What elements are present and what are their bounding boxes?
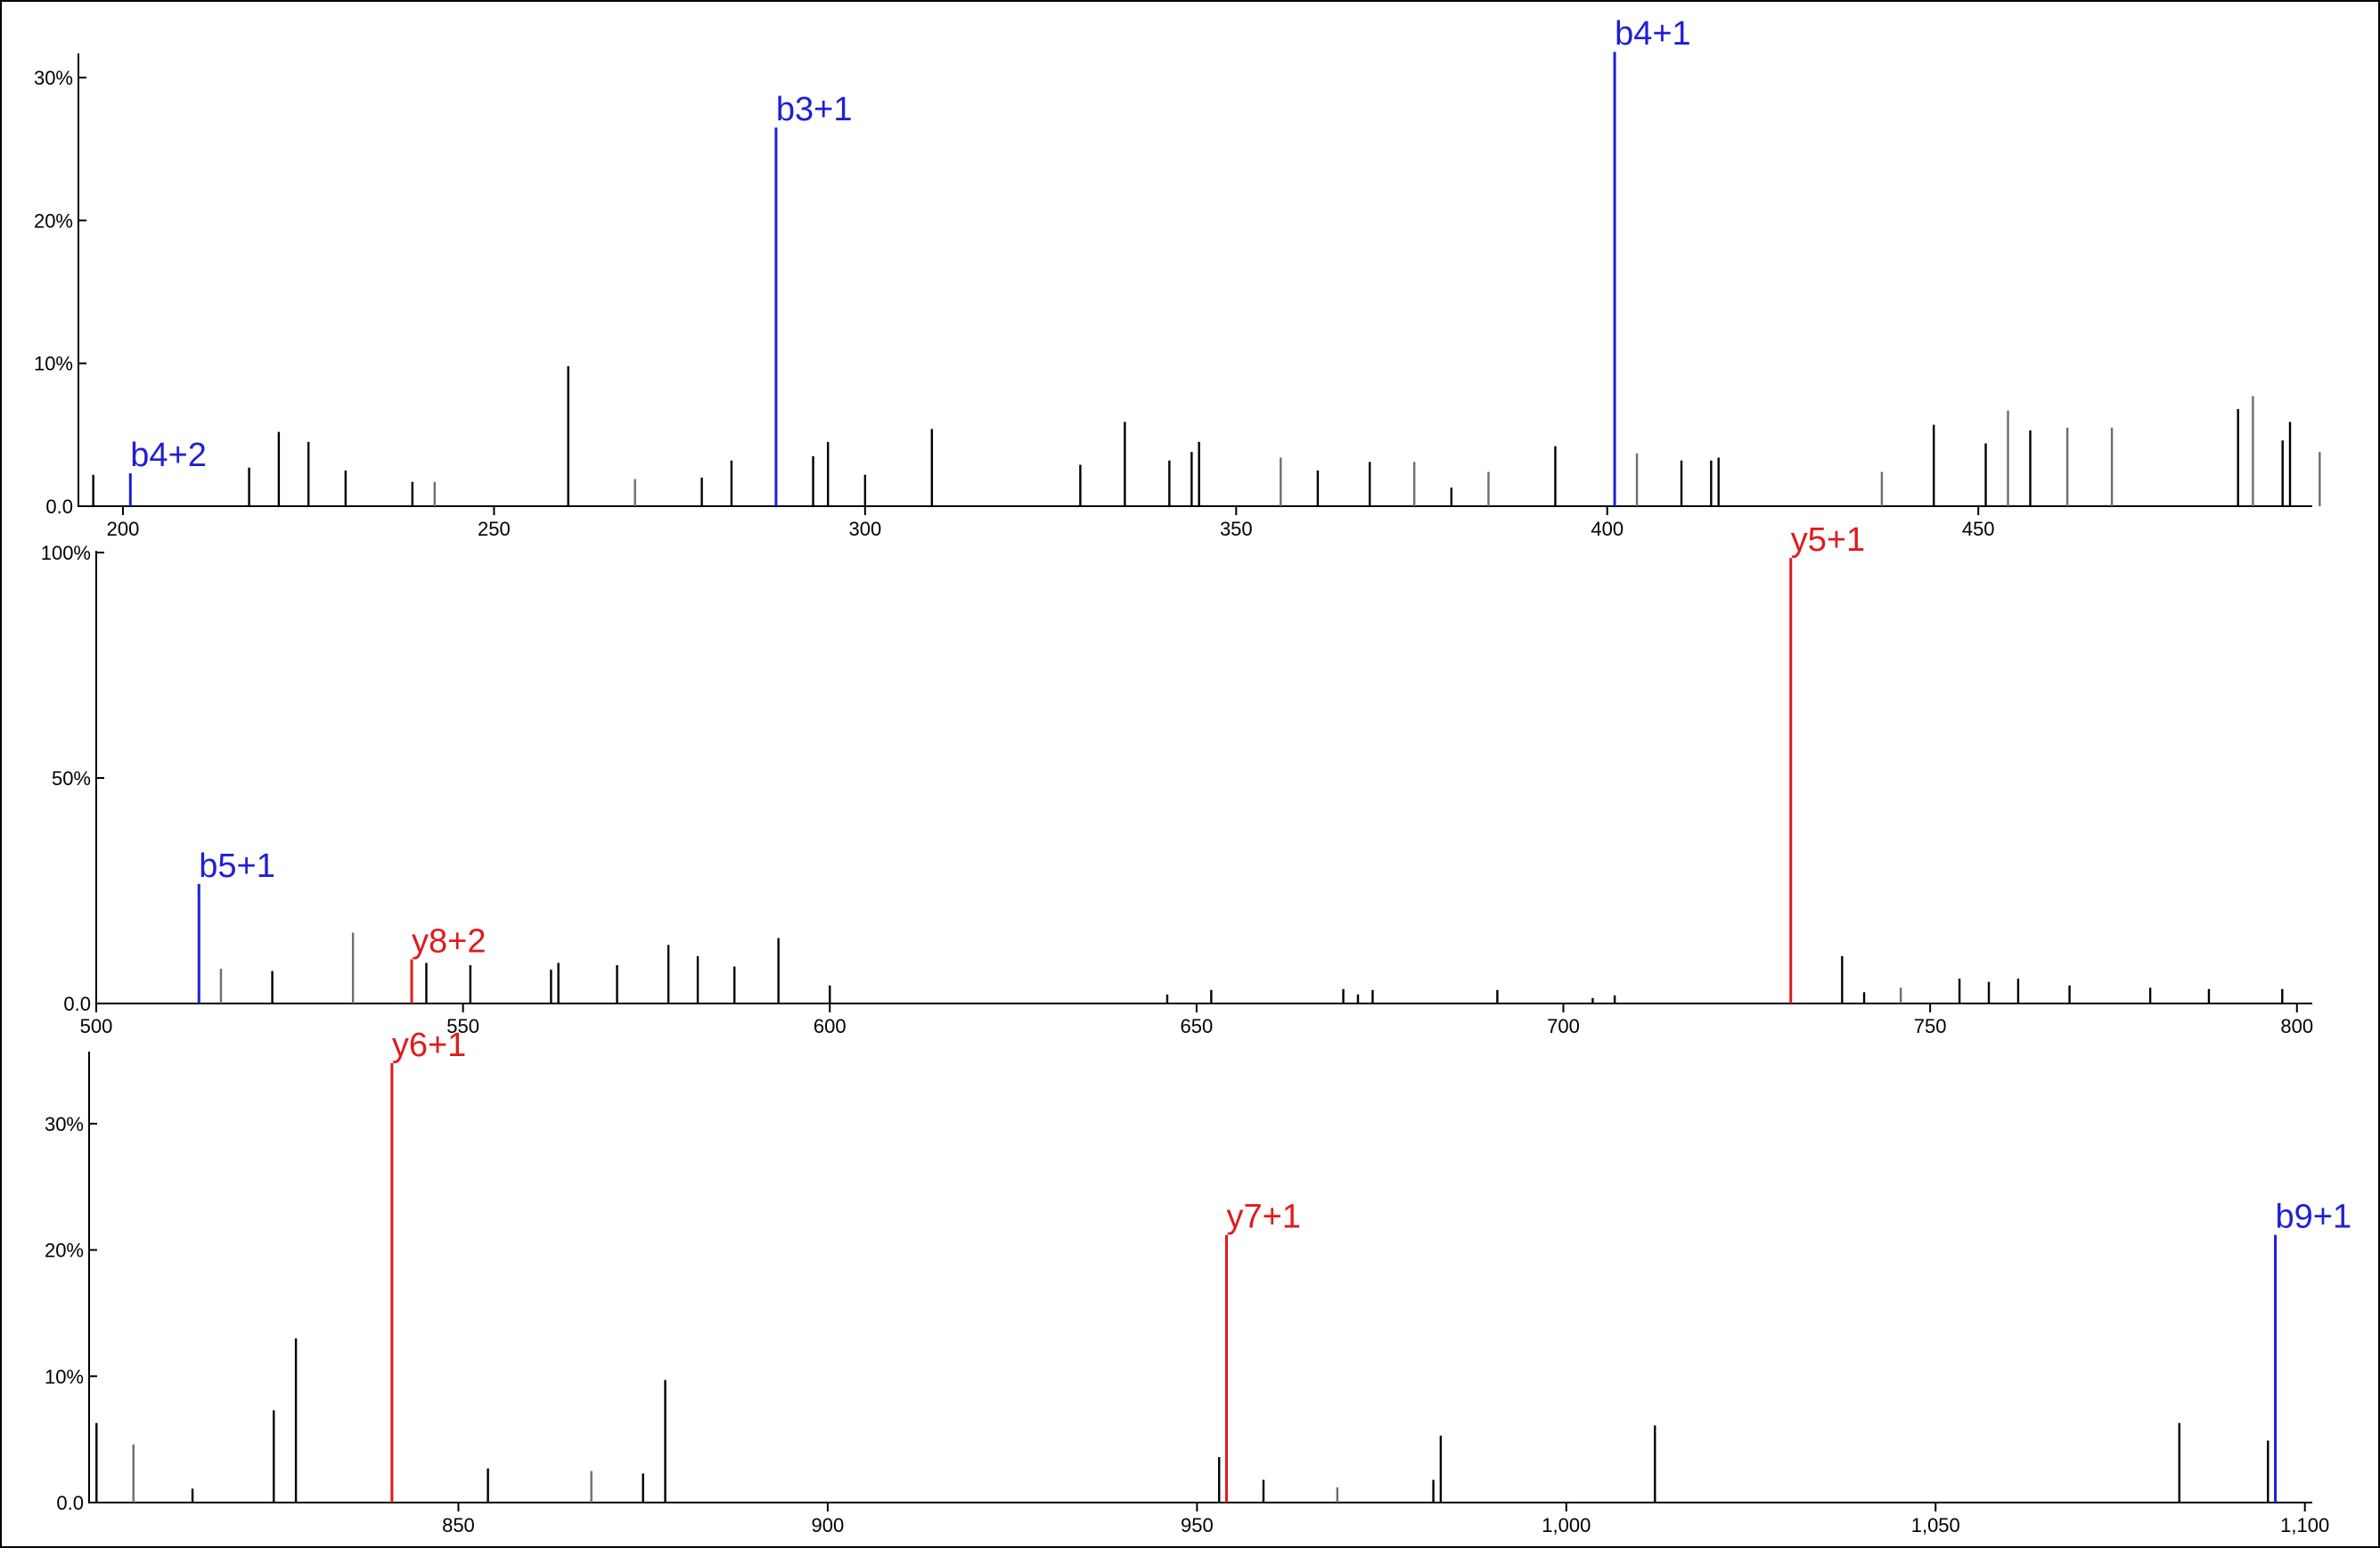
x-tick-label: 350	[1220, 518, 1253, 540]
x-tick-label: 900	[812, 1514, 845, 1536]
x-tick-label: 800	[2280, 1015, 2313, 1037]
x-tick-label: 450	[1962, 518, 1995, 540]
x-tick-label: 850	[442, 1514, 475, 1536]
ion-label-y6+1: y6+1	[392, 1027, 466, 1064]
ion-label-b4+1: b4+1	[1615, 15, 1691, 53]
y-tick-label: 50%	[52, 767, 91, 790]
ion-label-y5+1: y5+1	[1791, 521, 1865, 559]
y-tick-label: 30%	[34, 67, 73, 89]
x-tick-label: 700	[1547, 1015, 1580, 1037]
ion-label-b4+2: b4+2	[130, 437, 207, 474]
x-tick-label: 300	[849, 518, 882, 540]
x-tick-label: 650	[1181, 1015, 1214, 1037]
ion-label-b5+1: b5+1	[199, 848, 275, 885]
y-tick-label: 30%	[45, 1113, 84, 1135]
ion-label-y8+2: y8+2	[412, 922, 486, 960]
y-tick-label: 100%	[41, 542, 91, 564]
y-tick-label: 20%	[45, 1240, 84, 1262]
y-tick-label: 10%	[45, 1365, 84, 1388]
x-tick-label: 1,050	[1911, 1514, 1960, 1536]
x-tick-label: 250	[478, 518, 511, 540]
y-tick-label: 10%	[34, 353, 73, 375]
ion-label-y7+1: y7+1	[1227, 1199, 1301, 1236]
x-tick-label: 1,000	[1542, 1514, 1591, 1536]
x-tick-label: 750	[1914, 1015, 1947, 1037]
x-tick-label: 550	[446, 1015, 479, 1037]
x-tick-label: 200	[107, 518, 140, 540]
x-tick-label: 500	[80, 1015, 113, 1037]
x-tick-label: 600	[814, 1015, 846, 1037]
x-tick-label: 950	[1181, 1514, 1214, 1536]
x-tick-label: 1,100	[2280, 1514, 2329, 1536]
ion-label-b9+1: b9+1	[2276, 1199, 2352, 1236]
x-tick-label: 400	[1591, 518, 1623, 540]
ion-label-b3+1: b3+1	[776, 91, 853, 128]
y-tick-label: 0.0	[45, 496, 73, 518]
y-tick-label: 0.0	[63, 993, 91, 1015]
y-tick-label: 0.0	[56, 1492, 84, 1514]
y-tick-label: 20%	[34, 209, 73, 232]
